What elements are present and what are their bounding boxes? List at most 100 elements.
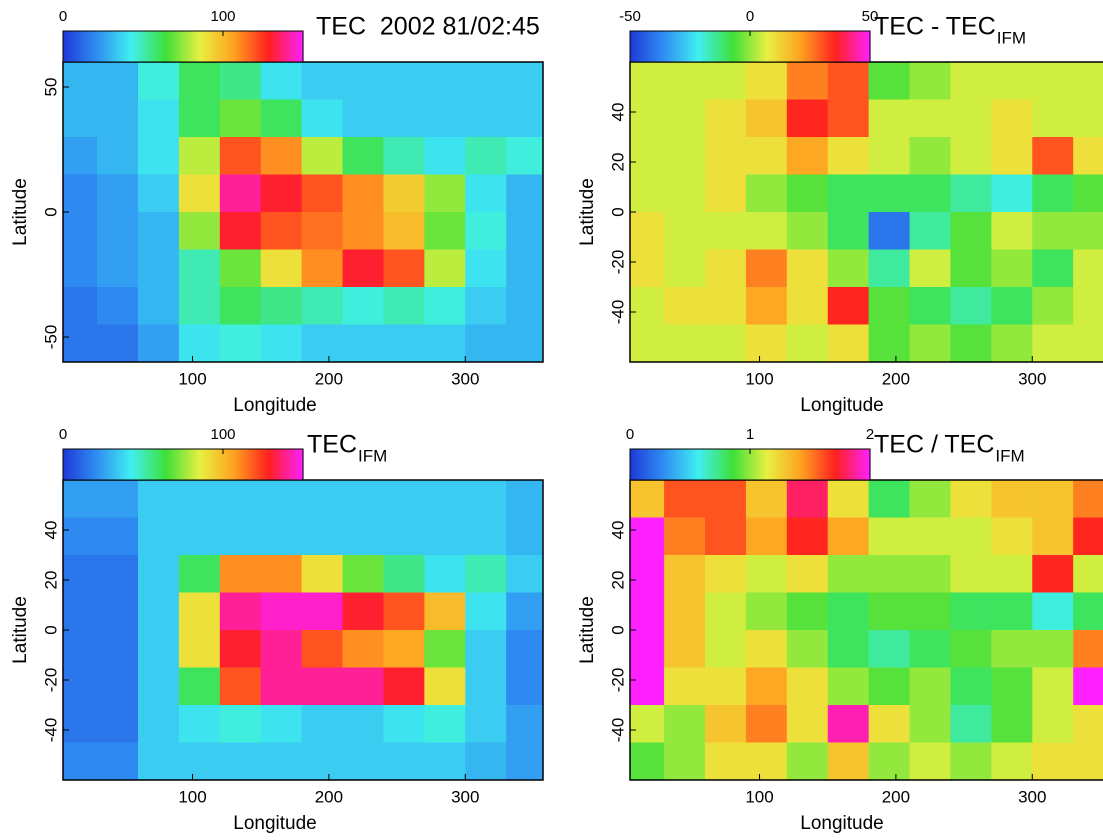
heatmap (630, 480, 1103, 780)
cell (786, 99, 829, 138)
cell (909, 630, 951, 668)
x-tick-label: 100 (178, 787, 206, 806)
cell (506, 212, 543, 250)
cell (745, 137, 788, 175)
cell (664, 249, 706, 288)
cell (827, 555, 870, 593)
y-tick-label: -40 (41, 718, 60, 743)
cell (424, 249, 466, 288)
colorbar-tick-label: 0 (746, 8, 754, 25)
cell (138, 517, 180, 556)
cell (138, 249, 180, 288)
cell (97, 287, 139, 325)
cell (991, 592, 1033, 631)
cell (424, 517, 466, 556)
cell (868, 555, 911, 593)
y-tick-label: 40 (608, 521, 627, 540)
cell (786, 137, 829, 175)
y-tick-label: 40 (41, 521, 60, 540)
cell (465, 592, 507, 631)
cell (465, 705, 507, 743)
cell (342, 249, 384, 288)
cell (630, 742, 665, 780)
colorbar-tick-label: 50 (862, 8, 879, 25)
cell (465, 62, 507, 100)
cell (178, 287, 221, 325)
cell (909, 324, 951, 362)
colorbar-tick-label: 100 (210, 8, 235, 25)
cell (301, 287, 344, 325)
colorbar-tick-label: 0 (59, 8, 67, 25)
cell (97, 705, 139, 743)
cell (424, 555, 466, 593)
x-tick-label: 200 (882, 787, 910, 806)
cell (1032, 137, 1074, 175)
cell (827, 517, 870, 556)
cell (664, 480, 706, 518)
cell (991, 249, 1033, 288)
cell (786, 480, 829, 518)
cell (342, 62, 384, 100)
cell (424, 705, 466, 743)
cell (868, 324, 911, 362)
cell (745, 555, 788, 593)
cell (868, 667, 911, 706)
cell (383, 62, 425, 100)
cell (178, 480, 221, 518)
cell (260, 667, 303, 706)
cell (342, 480, 384, 518)
cell (465, 212, 507, 250)
cell (342, 555, 384, 593)
panel: 100 200 300 -50 0 50 Longitude Latitude 0 100 TEC … (10, 8, 544, 416)
cell (97, 480, 139, 518)
y-tick-label: 0 (41, 625, 60, 634)
y-axis-label: Latitude (10, 596, 31, 664)
cell (827, 249, 870, 288)
cell (383, 137, 425, 175)
title-subscript: IFM (995, 446, 1024, 465)
cell (506, 62, 543, 100)
colorbar-frame (62, 30, 304, 63)
cell (705, 99, 747, 138)
cell (1032, 667, 1074, 706)
cell (260, 480, 303, 518)
cell (383, 555, 425, 593)
cell (219, 287, 262, 325)
cell (219, 137, 262, 175)
cell (63, 742, 98, 780)
cell (63, 99, 98, 138)
cell (630, 62, 665, 100)
cell (424, 742, 466, 780)
cell (465, 137, 507, 175)
cell (260, 324, 303, 362)
cell (301, 667, 344, 706)
cell (868, 630, 911, 668)
cell (260, 555, 303, 593)
cell (909, 517, 951, 556)
cell (260, 137, 303, 175)
cell (868, 592, 911, 631)
heatmap (63, 480, 543, 780)
x-axis-label: Longitude (233, 395, 316, 416)
panel: 100 200 300 -40 -20 0 20 40 Longitude Latitude -50… (577, 8, 1103, 416)
cell (786, 667, 829, 706)
cell (827, 592, 870, 631)
cell (950, 137, 992, 175)
cell (1032, 517, 1074, 556)
panel-title: TEC - TEC (874, 13, 996, 41)
cell (991, 555, 1033, 593)
cell (383, 99, 425, 138)
cell (97, 212, 139, 250)
cell (178, 705, 221, 743)
cell (260, 742, 303, 780)
y-axis-label: Latitude (10, 178, 31, 246)
cell (383, 592, 425, 631)
cell (664, 99, 706, 138)
cell (1073, 249, 1103, 288)
y-axis-label: Latitude (577, 178, 598, 246)
cell (630, 137, 665, 175)
cell (424, 174, 466, 213)
cell (745, 249, 788, 288)
panel: 100 200 300 -40 -20 0 20 40 Longitude Latitude 0 1 2… (577, 426, 1103, 834)
